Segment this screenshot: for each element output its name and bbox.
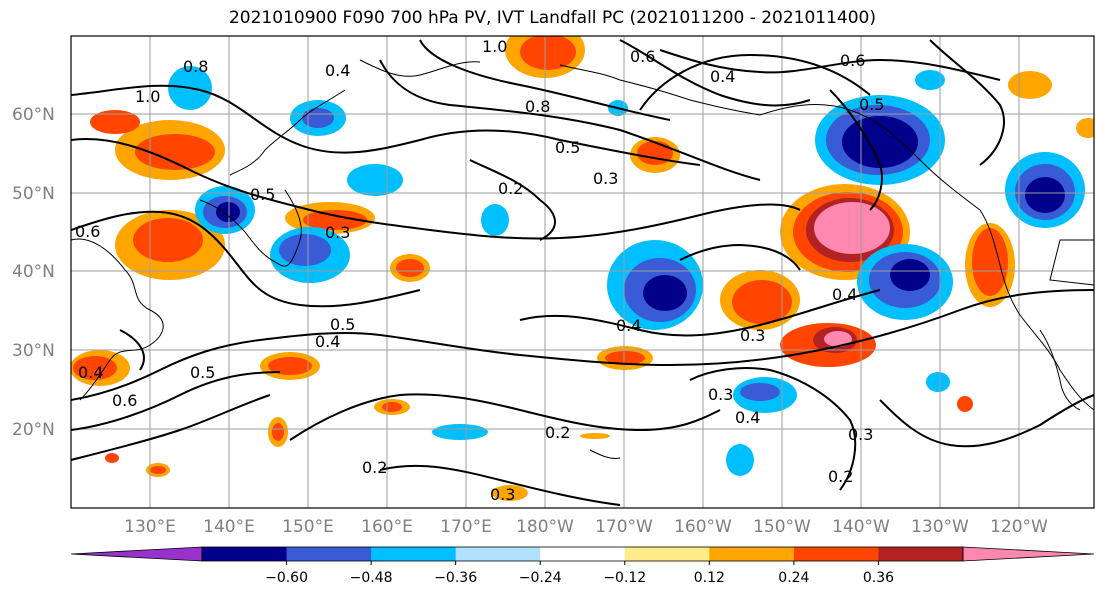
- contour-label: 0.4: [325, 61, 350, 80]
- colorbar: −0.60 −0.48 −0.36 −0.24 −0.12 0.12 0.24 0.36: [70, 546, 1095, 586]
- contour-label: 0.4: [78, 363, 103, 382]
- colorbar-tick-label: −0.12: [603, 570, 646, 586]
- lat-label: 20°N: [12, 420, 55, 440]
- colorbar-extension-high: [962, 546, 1095, 562]
- lon-label: 160°E: [361, 517, 413, 537]
- contour-label: 0.4: [710, 67, 735, 86]
- contour-label: 0.3: [593, 169, 618, 188]
- lon-label: 140°W: [832, 517, 890, 537]
- contour-labels: 1.0 0.4 0.8 0.6 1.0 0.4 0.6 0.5 0.8 0.5 …: [75, 37, 884, 504]
- colorbar-tick-label: −0.36: [434, 570, 477, 586]
- lon-label: 170°E: [440, 517, 492, 537]
- pv-contours: [71, 39, 1094, 506]
- contour-label: 0.3: [848, 425, 873, 444]
- lat-label: 60°N: [12, 105, 55, 125]
- colorbar-segment: [286, 547, 372, 561]
- contour-label: 1.0: [135, 87, 160, 106]
- lat-label: 30°N: [12, 341, 55, 361]
- colorbar-segment: [455, 547, 541, 561]
- contour-label: 0.4: [735, 408, 760, 427]
- graticule: [71, 36, 1094, 508]
- contour-label: 0.5: [330, 315, 355, 334]
- lon-label: 150°W: [753, 517, 811, 537]
- lon-label: 170°W: [595, 517, 653, 537]
- contour-label: 0.3: [325, 223, 350, 242]
- contour-label: 0.3: [490, 485, 515, 504]
- contour-label: 0.6: [630, 47, 655, 66]
- lat-label: 40°N: [12, 262, 55, 282]
- contour-label: 0.3: [740, 326, 765, 345]
- contour-label: 0.5: [250, 185, 275, 204]
- contour-label: 0.4: [616, 316, 641, 335]
- lon-label: 180°W: [516, 517, 574, 537]
- lon-label: 130°W: [911, 517, 969, 537]
- contour-label: 0.6: [840, 51, 865, 70]
- positive-anomaly-blobs: [71, 36, 1094, 501]
- colorbar-tick-label: 0.36: [863, 570, 894, 586]
- colorbar-tick-label: −0.24: [519, 570, 562, 586]
- contour-label: 0.2: [498, 179, 523, 198]
- contour-label: 0.4: [832, 285, 857, 304]
- contour-label: 0.3: [708, 385, 733, 404]
- contour-label: 0.6: [75, 222, 100, 241]
- coastlines: [71, 59, 1094, 459]
- lat-label: 50°N: [12, 184, 55, 204]
- colorbar-segment: [624, 547, 710, 561]
- contour-label: 0.6: [112, 391, 137, 410]
- latitude-labels: 60°N 50°N 40°N 30°N 20°N: [12, 105, 55, 440]
- longitude-labels: 130°E 140°E 150°E 160°E 170°E 180°W 170°…: [124, 517, 1048, 537]
- colorbar-segment: [709, 547, 795, 561]
- lon-label: 120°W: [990, 517, 1048, 537]
- contour-label: 0.8: [183, 57, 208, 76]
- colorbar-segment: [371, 547, 457, 561]
- contour-label: 0.5: [859, 95, 884, 114]
- map-frame: [70, 35, 1095, 509]
- colorbar-segment: [793, 547, 879, 561]
- contour-label: 0.2: [362, 458, 387, 477]
- colorbar-tick-label: −0.48: [350, 570, 393, 586]
- map-title: 2021010900 F090 700 hPa PV, IVT Landfall…: [228, 8, 876, 28]
- contour-label: 0.8: [525, 97, 550, 116]
- lon-label: 140°E: [203, 517, 255, 537]
- contour-label: 0.4: [315, 332, 340, 351]
- contour-label: 0.5: [555, 138, 580, 157]
- lon-label: 160°W: [674, 517, 732, 537]
- contour-label: 0.2: [828, 467, 853, 486]
- colorbar-tick-label: −0.60: [265, 570, 308, 586]
- contour-label: 0.2: [545, 423, 570, 442]
- lon-label: 150°E: [282, 517, 334, 537]
- contour-label: 0.5: [190, 363, 215, 382]
- colorbar-segment: [202, 547, 288, 561]
- colorbar-segment: [878, 547, 964, 561]
- colorbar-extension-low: [70, 546, 203, 562]
- colorbar-tick-label: 0.12: [694, 570, 725, 586]
- colorbar-segment: [540, 547, 626, 561]
- contour-label: 1.0: [482, 37, 507, 56]
- colorbar-frame: [201, 546, 964, 562]
- lon-label: 130°E: [124, 517, 176, 537]
- colorbar-tick-label: 0.24: [778, 570, 809, 586]
